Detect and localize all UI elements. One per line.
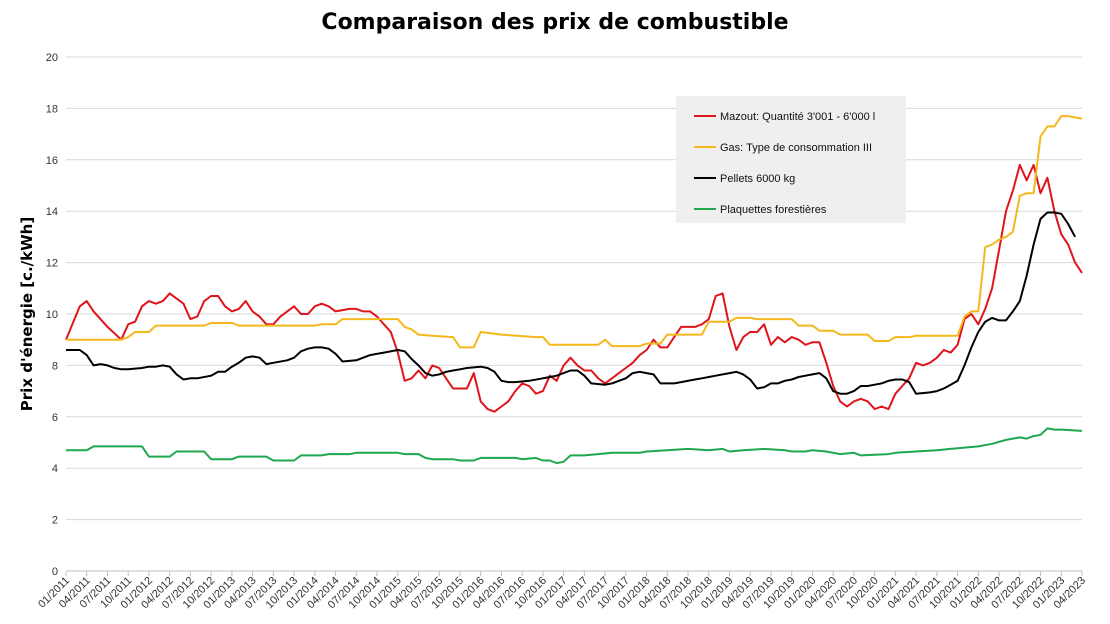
y-tick-label: 18 — [46, 103, 58, 115]
y-tick-label: 6 — [52, 412, 58, 424]
chart-title: Comparaison des prix de combustible — [321, 10, 789, 35]
y-tick-label: 4 — [52, 463, 58, 475]
y-tick-label: 14 — [46, 206, 58, 218]
y-tick-label: 0 — [52, 566, 58, 578]
y-axis-label: Prix d'énergie [c./kWh] — [18, 217, 36, 411]
y-tick-label: 16 — [46, 155, 58, 167]
series-line-3 — [66, 211, 1076, 395]
y-tick-label: 8 — [52, 360, 58, 372]
legend-label-2: Gas: Type de consommation III — [720, 142, 872, 154]
legend-box — [676, 96, 906, 223]
legend-label-4: Plaquettes forestières — [720, 204, 827, 216]
series-line-4 — [66, 427, 1083, 465]
y-tick-label: 2 — [52, 515, 58, 527]
series-line-1 — [65, 163, 1083, 413]
y-tick-label: 10 — [46, 309, 58, 321]
y-tick-label: 20 — [46, 52, 58, 64]
y-tick-label: 12 — [46, 258, 58, 270]
legend-label-1: Mazout: Quantité 3'001 - 6'000 l — [720, 111, 875, 123]
legend-label-3: Pellets 6000 kg — [720, 173, 795, 185]
series-line-2 — [66, 115, 1083, 349]
